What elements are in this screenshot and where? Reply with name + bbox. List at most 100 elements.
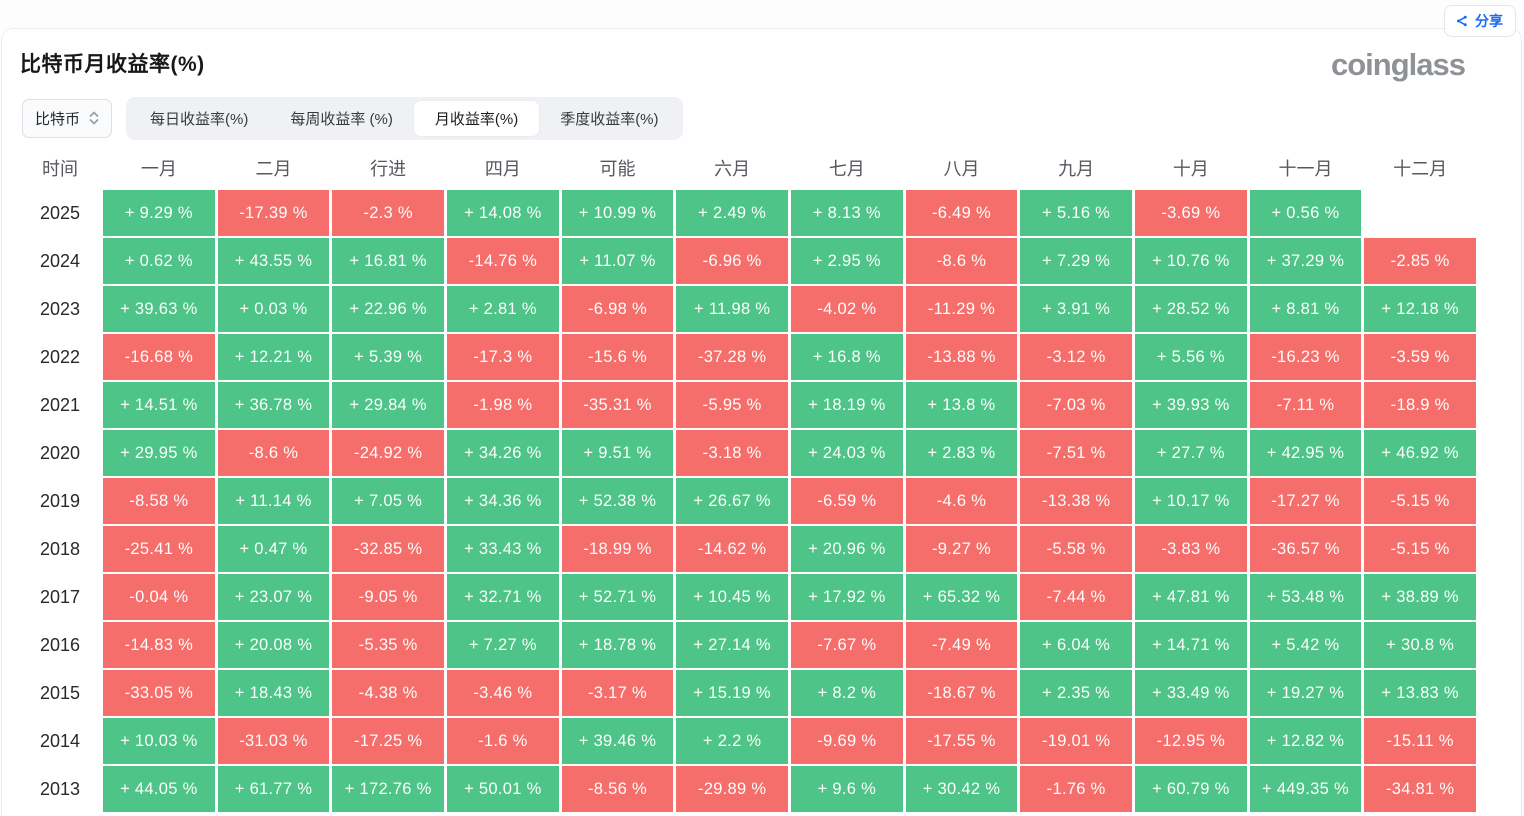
return-cell-2018-1: -25.41 % [103,526,215,572]
return-cell-2021-10: + 39.93 % [1134,382,1247,428]
return-cell-2021-2: + 36.78 % [217,382,330,428]
return-cell-2025-1: + 9.29 % [103,190,215,236]
month-header-4: 四月 [484,159,521,179]
return-cell-2021-8: + 13.8 % [905,382,1018,428]
return-cell-2024-5: + 11.07 % [561,238,674,284]
return-cell-2022-7: + 16.8 % [790,334,903,380]
return-cell-2017-5: + 52.71 % [561,574,674,620]
year-label: 2016 [39,634,81,655]
return-cell-2023-8: -11.29 % [905,286,1018,332]
return-cell-2013-9: -1.76 % [1020,766,1132,812]
return-cell-2018-10: -3.83 % [1134,526,1247,572]
year-label: 2023 [39,298,81,319]
tab-3[interactable]: 季度收益率(%) [560,110,659,128]
return-cell-2017-12: + 38.89 % [1364,574,1476,620]
month-header-3: 行进 [370,159,407,179]
return-cell-2020-7: + 24.03 % [790,430,903,476]
return-cell-2014-12: -15.11 % [1364,718,1476,764]
return-cell-2015-1: -33.05 % [103,670,215,716]
time-header: 时间 [42,159,78,179]
return-cell-2014-6: + 2.2 % [676,718,788,764]
return-cell-2017-9: -7.44 % [1020,574,1132,620]
return-cell-2019-7: -6.59 % [790,478,903,524]
return-cell-2017-7: + 17.92 % [790,574,903,620]
return-cell-2015-7: + 8.2 % [790,670,903,716]
return-cell-2023-11: + 8.81 % [1249,286,1362,332]
coin-selector-value: 比特币 [35,110,81,128]
return-cell-2013-2: + 61.77 % [217,766,330,812]
return-cell-2018-8: -9.27 % [905,526,1018,572]
return-cell-2022-1: -16.68 % [103,334,215,380]
month-header-5: 可能 [599,159,636,179]
return-cell-2017-10: + 47.81 % [1134,574,1247,620]
month-header-11: 十一月 [1278,159,1333,179]
return-cell-2015-5: -3.17 % [561,670,674,716]
return-cell-2019-8: -4.6 % [905,478,1018,524]
return-cell-2016-4: + 7.27 % [446,622,559,668]
return-cell-2017-11: + 53.48 % [1249,574,1362,620]
return-cell-2025-10: -3.69 % [1134,190,1247,236]
return-cell-2023-4: + 2.81 % [446,286,559,332]
page-title: 比特币月收益率(%) [20,53,205,76]
return-cell-2023-6: + 11.98 % [676,286,788,332]
return-cell-2025-3: -2.3 % [332,190,444,236]
return-cell-2016-1: -14.83 % [103,622,215,668]
year-label: 2024 [39,250,81,271]
return-cell-2018-9: -5.58 % [1020,526,1132,572]
month-header-8: 八月 [943,159,980,179]
return-cell-2021-12: -18.9 % [1364,382,1476,428]
return-cell-2022-8: -13.88 % [905,334,1018,380]
month-header-12: 十二月 [1393,159,1448,179]
return-cell-2019-3: + 7.05 % [332,478,444,524]
return-cell-2017-8: + 65.32 % [905,574,1018,620]
return-cell-2022-9: -3.12 % [1020,334,1132,380]
return-cell-2017-1: -0.04 % [103,574,215,620]
coinglass-logo: coinglass [1331,47,1466,82]
tab-0[interactable]: 每日收益率(%) [150,110,249,128]
return-cell-2013-7: + 9.6 % [790,766,903,812]
return-cell-2021-1: + 14.51 % [103,382,215,428]
return-cell-2025-11: + 0.56 % [1249,190,1362,236]
return-cell-2018-2: + 0.47 % [217,526,330,572]
return-cell-2021-6: -5.95 % [676,382,788,428]
return-cell-2020-5: + 9.51 % [561,430,674,476]
return-cell-2016-7: -7.67 % [790,622,903,668]
return-cell-2014-7: -9.69 % [790,718,903,764]
return-cell-2019-5: + 52.38 % [561,478,674,524]
return-cell-2015-6: + 15.19 % [676,670,788,716]
return-cell-2019-9: -13.38 % [1020,478,1132,524]
return-cell-2015-11: + 19.27 % [1249,670,1362,716]
return-cell-2025-5: + 10.99 % [561,190,674,236]
share-button[interactable]: 分享 [1444,5,1516,37]
return-cell-2018-12: -5.15 % [1364,526,1476,572]
return-cell-2025-6: + 2.49 % [676,190,788,236]
return-cell-2025-8: -6.49 % [905,190,1018,236]
return-cell-2014-2: -31.03 % [217,718,330,764]
month-header-10: 十月 [1172,159,1209,179]
return-cell-2023-5: -6.98 % [561,286,674,332]
return-cell-2022-3: + 5.39 % [332,334,444,380]
return-cell-2019-6: + 26.67 % [676,478,788,524]
return-cell-2018-3: -32.85 % [332,526,444,572]
return-cell-2015-12: + 13.83 % [1364,670,1476,716]
return-cell-2025-9: + 5.16 % [1020,190,1132,236]
coin-selector-dropdown[interactable]: 比特币 [22,98,113,138]
return-cell-2024-10: + 10.76 % [1134,238,1247,284]
year-label: 2021 [39,394,81,415]
year-label: 2019 [39,490,81,511]
return-cell-2014-8: -17.55 % [905,718,1018,764]
month-header-9: 九月 [1058,159,1095,179]
share-icon [1455,14,1469,28]
return-cell-2014-11: + 12.82 % [1249,718,1362,764]
return-cell-2023-7: -4.02 % [790,286,903,332]
tab-2[interactable]: 月收益率(%) [413,100,540,136]
title-row: 比特币月收益率(%) coinglass [2,48,1521,98]
return-cell-2020-2: -8.6 % [217,430,330,476]
return-cell-2019-1: -8.58 % [103,478,215,524]
return-cell-2013-8: + 30.42 % [905,766,1018,812]
return-cell-2025-2: -17.39 % [217,190,330,236]
tab-1[interactable]: 每周收益率 (%) [290,110,393,128]
return-cell-2016-6: + 27.14 % [676,622,788,668]
return-cell-2022-10: + 5.56 % [1134,334,1247,380]
